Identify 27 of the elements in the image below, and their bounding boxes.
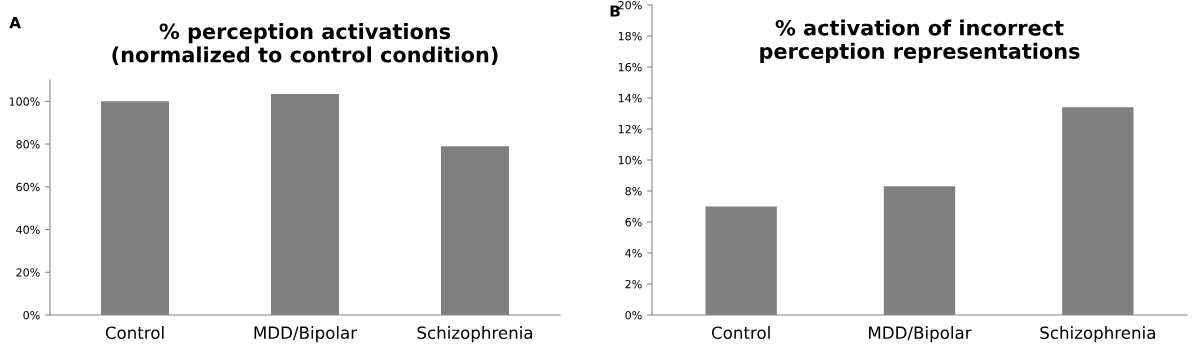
- y-tick-label: 8%: [625, 186, 642, 196]
- chart-title: % perception activations (normalized to control condition): [112, 23, 498, 66]
- y-tick-label: 6%: [625, 217, 642, 227]
- x-tick-label: MDD/Bipolar: [869, 326, 972, 343]
- y-tick-label: 12%: [618, 124, 642, 134]
- text: A: [9, 17, 21, 29]
- text: B: [610, 5, 620, 17]
- y-tick-label: 16%: [618, 62, 642, 72]
- y-tick-label: 80%: [16, 140, 40, 149]
- y-tick-label: 60%: [16, 182, 40, 192]
- y-tick-label: 100%: [9, 97, 40, 106]
- y-tick-label: 0%: [23, 310, 40, 320]
- x-tick-label: Control: [105, 326, 164, 340]
- y-tick-label: 40%: [16, 225, 40, 234]
- x-tick-label: Schizophrenia: [417, 326, 533, 343]
- y-tick-label: 0%: [625, 310, 642, 320]
- y-tick-label: 4%: [625, 248, 642, 258]
- y-tick-label: 2%: [625, 279, 642, 289]
- y-tick-label: 10%: [618, 155, 642, 165]
- x-tick-label: MDD/Bipolar: [254, 326, 358, 343]
- y-tick-label: 18%: [618, 31, 642, 41]
- text: % activation of incorrect perception representations: [760, 19, 1080, 63]
- y-tick-label: 14%: [618, 93, 642, 103]
- x-tick-label: Control: [711, 326, 770, 340]
- y-tick-label: 20%: [618, 0, 642, 10]
- y-tick-label: 20%: [16, 268, 40, 277]
- x-tick-label: Schizophrenia: [1040, 326, 1155, 343]
